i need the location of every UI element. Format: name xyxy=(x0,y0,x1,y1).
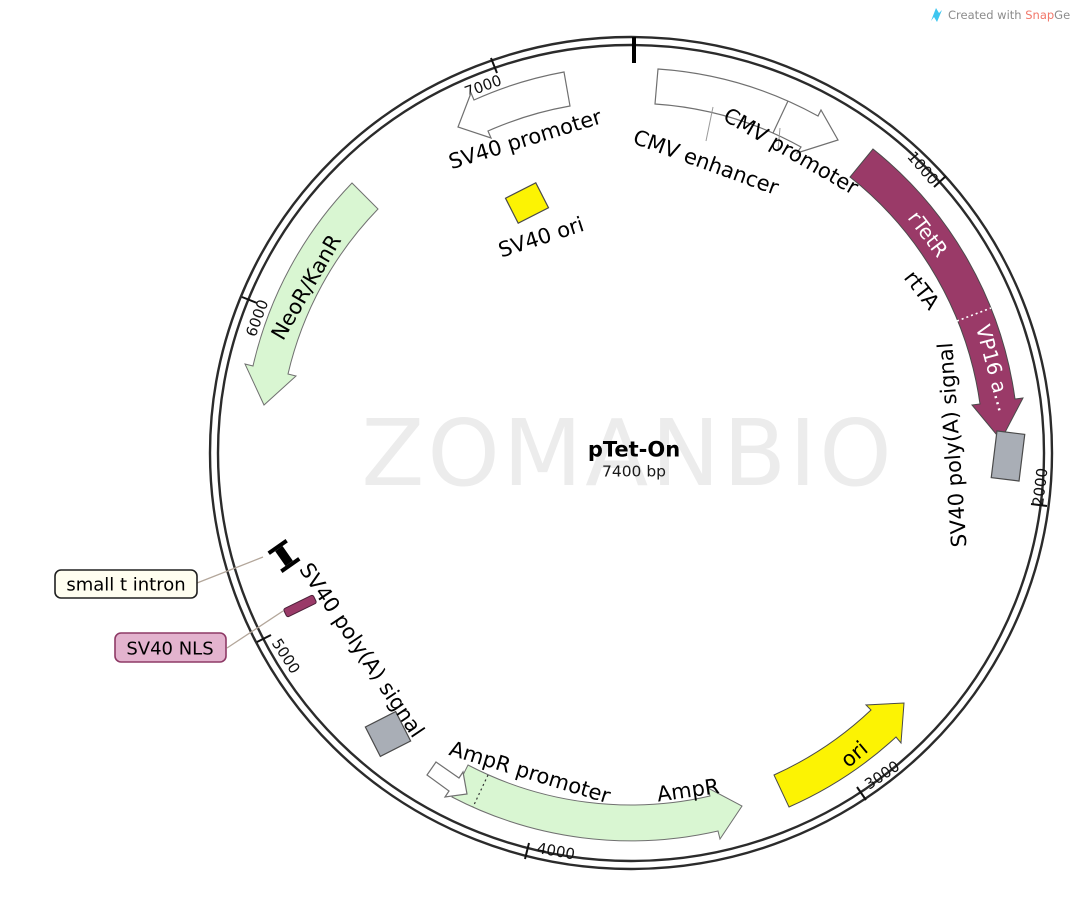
feature-arc-ampr[interactable] xyxy=(451,764,743,842)
callout-sv40-nls[interactable] xyxy=(114,632,227,663)
tick-label-2000: 2000 xyxy=(1029,467,1052,507)
callout-small-t-intron[interactable] xyxy=(54,569,198,599)
feature-arc-ori[interactable] xyxy=(773,702,905,808)
feature-arc-sv40-promoter[interactable] xyxy=(457,71,571,139)
snapgene-logo-icon xyxy=(931,8,942,22)
leader-small-t-intron xyxy=(196,556,264,584)
attribution-brand-red: Snap xyxy=(1025,8,1054,22)
feature-label-sv40-ori[interactable]: SV40 ori xyxy=(495,212,587,262)
callout-label-small-t-intron[interactable]: small t intron xyxy=(66,574,185,595)
tick-2000 xyxy=(1030,503,1048,507)
feature-arc-rtetr[interactable] xyxy=(849,148,1024,441)
plasmid-title: pTet-On xyxy=(588,437,680,461)
separator-rtetr-vp16 xyxy=(956,307,992,322)
attribution-brand-gray: Gene xyxy=(1054,8,1071,22)
cmv-enhancer-promoter-divider xyxy=(772,100,789,134)
feature-label-sv40-polya-right[interactable]: SV40 poly(A) signal xyxy=(933,342,971,548)
leader-cmv-enhancer xyxy=(705,106,714,142)
tick-6000 xyxy=(241,296,258,304)
attribution-prefix: Created with xyxy=(948,8,1025,22)
feature-box-sv40-polya-right[interactable] xyxy=(990,430,1026,482)
feature-arc-cmv[interactable] xyxy=(654,68,839,155)
tick-1000 xyxy=(933,175,947,188)
tick-7000 xyxy=(490,57,498,74)
tick-3000 xyxy=(856,786,867,801)
feature-arc-neor-kanr[interactable] xyxy=(244,182,379,406)
backbone-ring-outer xyxy=(208,35,1054,871)
leader-sv40-nls xyxy=(226,610,284,649)
callout-label-sv40-nls[interactable]: SV40 NLS xyxy=(126,638,213,659)
svg-text:Created with SnapGene®: Created with SnapGene® xyxy=(948,8,1071,22)
tick-5000 xyxy=(256,634,272,643)
watermark: ZOMANBIO xyxy=(361,400,894,507)
tick-4000 xyxy=(524,842,530,860)
feature-mark-small-t-intron[interactable] xyxy=(267,539,301,573)
plasmid-size: 7400 bp xyxy=(602,462,666,480)
feature-box-sv40-polya-left[interactable] xyxy=(364,710,412,758)
separator-ampr-promoter xyxy=(472,774,489,808)
backbone-ring-inner xyxy=(216,43,1046,863)
feature-box-sv40-ori[interactable] xyxy=(504,182,550,224)
feature-mark-sv40-nls[interactable] xyxy=(283,594,317,618)
snapgene-attribution: Created with SnapGene® xyxy=(931,8,1071,22)
leader-cmv-promoter xyxy=(777,127,781,151)
feature-arrow-ampr-promoter[interactable] xyxy=(426,761,468,798)
